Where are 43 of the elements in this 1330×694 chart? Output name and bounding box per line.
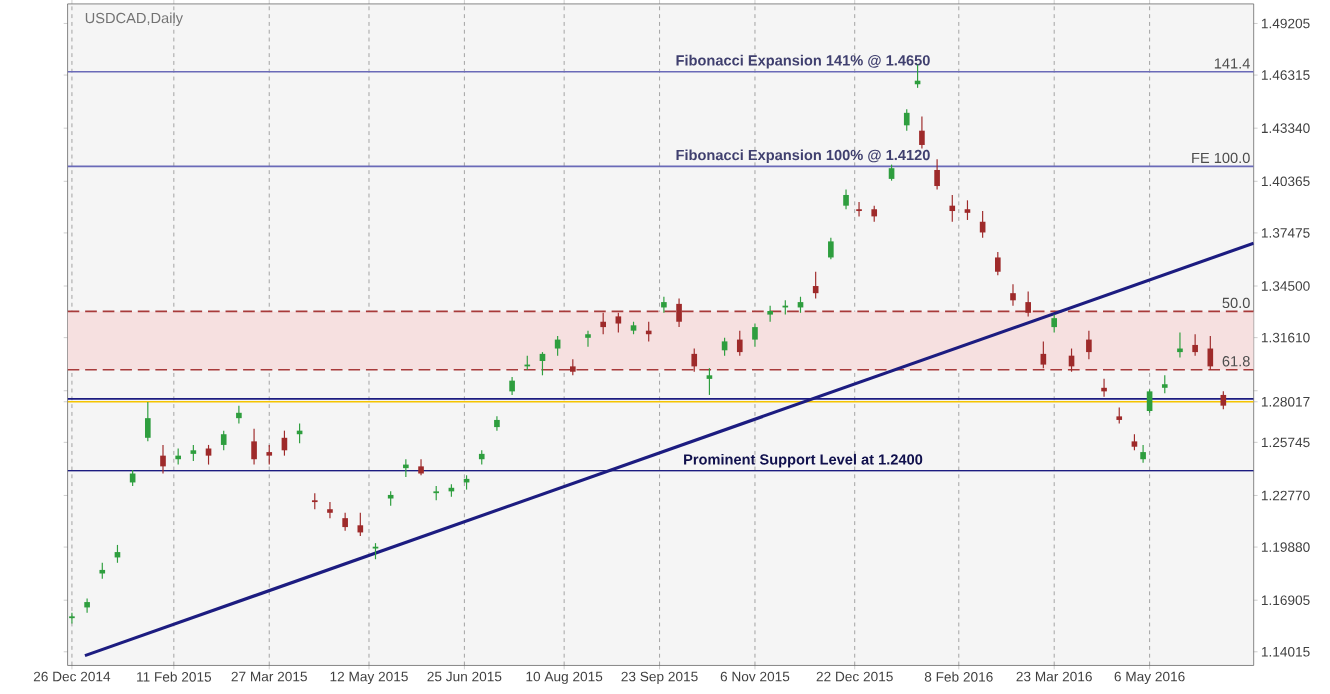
candlestick [160, 443, 166, 474]
candlestick [843, 188, 849, 210]
candlestick [403, 458, 409, 478]
candlestick [676, 297, 682, 328]
candlestick [220, 429, 227, 451]
candlestick [1192, 333, 1198, 356]
candlestick [327, 501, 333, 519]
candlestick [752, 322, 758, 347]
candlestick [236, 404, 242, 424]
candlestick [903, 108, 910, 131]
candlestick [994, 251, 1001, 276]
candlestick [1101, 377, 1107, 397]
candlestick [767, 304, 773, 322]
candlestick [1207, 335, 1214, 371]
candlestick [964, 199, 971, 221]
candlestick [1040, 340, 1047, 369]
candlestick [494, 415, 500, 431]
candlestick [585, 329, 591, 347]
candlestick [84, 597, 90, 613]
candlestick [1086, 329, 1092, 360]
candlestick [736, 329, 743, 356]
candlestick [266, 443, 273, 465]
candlestick [645, 320, 652, 342]
candlestick [615, 311, 622, 333]
candlestick [934, 158, 940, 190]
candlestick [919, 115, 925, 149]
candlestick [949, 193, 956, 222]
candlestick [706, 367, 713, 396]
candlestick [251, 427, 257, 465]
candlestick [691, 347, 698, 372]
candlestick [145, 401, 151, 442]
candlestick [661, 295, 667, 313]
candlestick [69, 611, 75, 624]
candlestick [357, 511, 364, 537]
candlestick [1010, 283, 1016, 306]
candlestick [1177, 331, 1183, 358]
candlestick [828, 236, 834, 260]
candlestick [1146, 388, 1153, 413]
candlestick [1140, 443, 1146, 463]
candlestick [1025, 290, 1031, 317]
candlestick [856, 201, 862, 217]
candlestick [554, 335, 561, 356]
candlestick [600, 311, 606, 335]
